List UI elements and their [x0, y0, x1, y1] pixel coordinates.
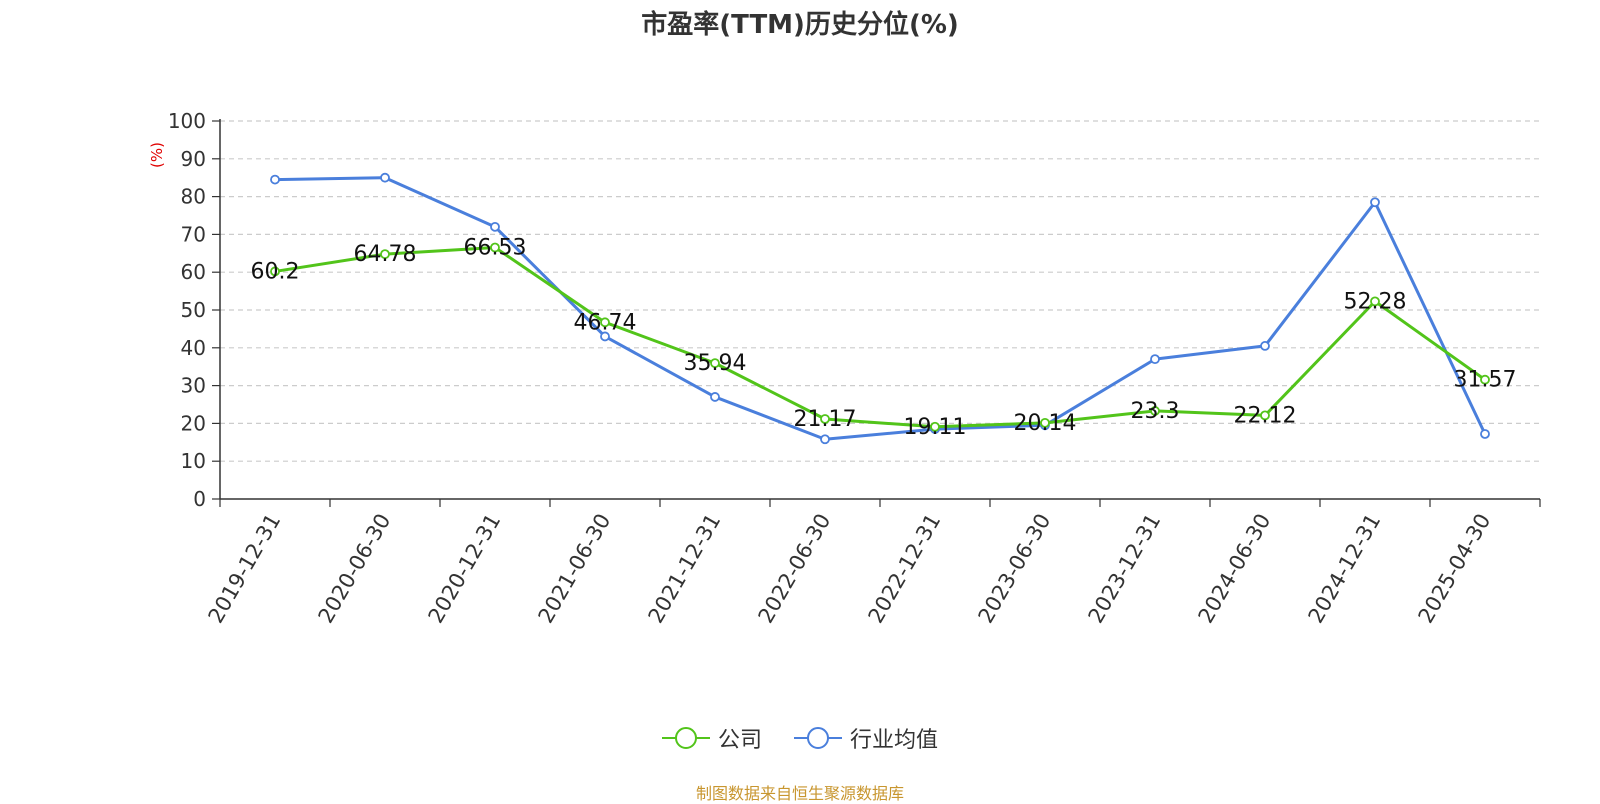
x-tick-label: 2024-06-30 [1194, 510, 1276, 628]
data-label: 19.11 [904, 415, 967, 440]
legend-item-industry[interactable]: 行业均值 [794, 722, 938, 754]
y-tick-label: 30 [181, 374, 206, 398]
data-label: 20.14 [1014, 411, 1077, 436]
data-point-0 [490, 242, 500, 253]
legend-item-company[interactable]: 公司 [661, 722, 762, 754]
data-source-note: 制图数据来自恒生聚源数据库 [695, 784, 904, 803]
data-point-0 [1370, 296, 1380, 307]
data-point-0 [600, 317, 610, 328]
data-label: 21.17 [794, 407, 857, 432]
x-tick-label: 2020-06-30 [314, 510, 396, 628]
data-point-0 [1150, 406, 1160, 416]
y-tick-label: 80 [181, 185, 206, 209]
data-label: 35.94 [684, 351, 747, 376]
data-point-1 [380, 172, 390, 183]
data-point-0 [1040, 417, 1050, 428]
data-point-1 [490, 221, 500, 232]
data-point-0 [380, 249, 390, 260]
data-point-1 [1150, 354, 1160, 365]
y-tick-label: 40 [181, 336, 206, 360]
data-label: 46.74 [574, 310, 637, 335]
x-tick-label: 2021-12-31 [644, 510, 726, 628]
data-label: 60.2 [251, 259, 300, 284]
data-label: 52.28 [1344, 289, 1407, 314]
x-tick-label: 2025-04-30 [1414, 510, 1496, 628]
legend-marker-industry-icon [794, 727, 842, 749]
data-point-0 [930, 421, 940, 432]
series-line-1 [274, 176, 1487, 441]
y-axis-label: (%) [148, 142, 166, 168]
data-point-1 [1480, 429, 1490, 439]
data-point-1 [600, 331, 610, 342]
data-point-1 [1260, 341, 1270, 351]
data-label: 64.78 [354, 242, 417, 267]
data-point-0 [1260, 410, 1270, 421]
y-tick-label: 10 [181, 449, 206, 473]
x-tick-label: 2021-06-30 [534, 510, 616, 628]
x-tick-label: 2024-12-31 [1304, 510, 1386, 628]
data-point-1 [270, 174, 280, 185]
series-line-0 [274, 246, 1486, 429]
y-tick-label: 0 [193, 487, 206, 511]
data-point-1 [710, 392, 720, 402]
x-tick-label: 2020-12-31 [424, 510, 506, 628]
x-tick-label: 2022-12-31 [864, 510, 946, 628]
x-tick-label: 2023-06-30 [974, 510, 1056, 628]
y-tick-label: 60 [181, 260, 206, 284]
data-label: 31.57 [1454, 368, 1517, 393]
legend-label-industry: 行业均值 [850, 728, 939, 753]
x-tick-label: 2019-12-31 [204, 510, 286, 628]
data-label: 23.3 [1131, 399, 1180, 424]
chart-title: 市盈率(TTM)历史分位(%) [641, 10, 959, 40]
data-point-0 [1480, 374, 1490, 385]
data-point-0 [270, 266, 280, 277]
y-tick-label: 100 [168, 109, 206, 133]
y-tick-label: 20 [181, 411, 206, 435]
legend-label-company: 公司 [717, 728, 762, 753]
data-point-0 [820, 414, 830, 424]
data-point-1 [1370, 197, 1380, 208]
y-tick-label: 70 [181, 222, 206, 246]
y-tick-label: 50 [181, 298, 206, 322]
x-tick-label: 2023-12-31 [1084, 510, 1166, 628]
data-label: 66.53 [464, 236, 527, 261]
x-tick-label: 2022-06-30 [754, 510, 836, 628]
data-point-1 [820, 434, 830, 445]
data-label: 22.12 [1234, 403, 1297, 428]
legend-marker-company-icon [661, 727, 710, 749]
legend: 公司 行业均值 [0, 722, 1600, 754]
data-point-0 [710, 358, 720, 369]
y-tick-label: 90 [181, 147, 206, 171]
